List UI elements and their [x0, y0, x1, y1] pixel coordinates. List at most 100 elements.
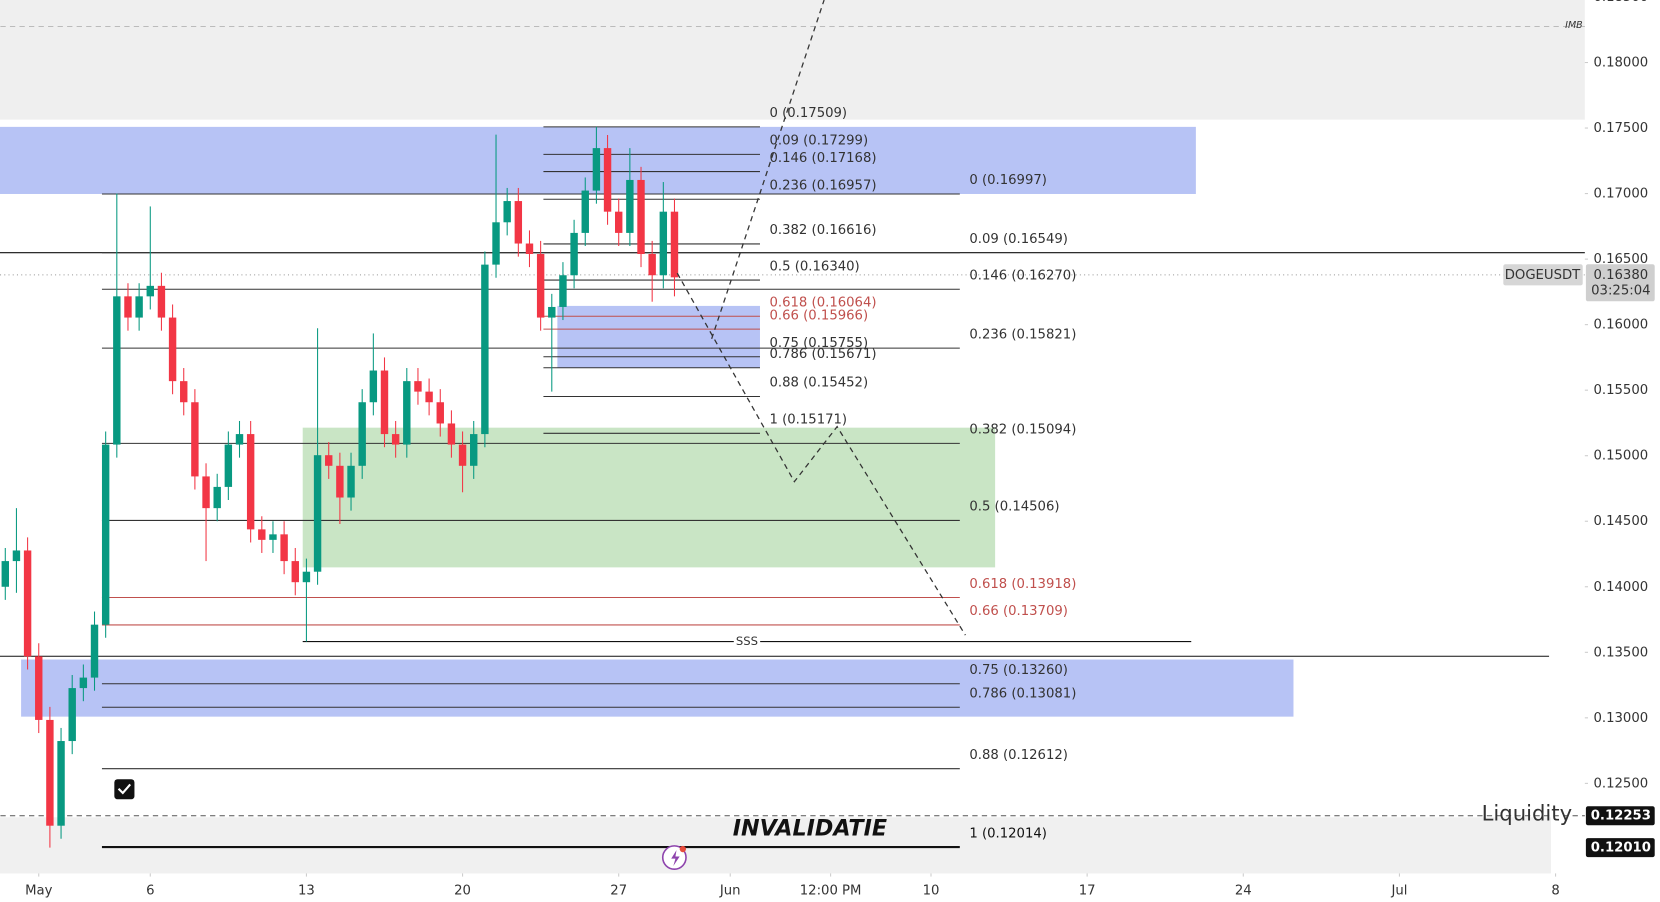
top-shade — [0, 0, 1585, 120]
fib-label: 0.236 (0.15821) — [969, 327, 1076, 342]
y-tick-label: 0.18500 — [1593, 0, 1648, 5]
price-tag-label: 0.12253 — [1591, 809, 1651, 824]
y-tick-label: 0.15000 — [1593, 449, 1648, 464]
candle-body — [514, 201, 523, 244]
candle-body — [391, 434, 400, 445]
y-tick-label: 0.12500 — [1593, 776, 1648, 791]
y-tick-label: 0.17500 — [1593, 121, 1648, 136]
candle-body — [592, 148, 601, 191]
candle-body — [336, 465, 344, 498]
annotation: INVALIDATIE — [733, 815, 887, 841]
candle-body — [68, 688, 76, 742]
candle-body — [202, 476, 210, 509]
fib-label: 0.146 (0.16270) — [969, 268, 1076, 283]
y-tick-label: 0.13500 — [1593, 645, 1648, 660]
candle-body — [35, 656, 43, 720]
y-tick-label: 0.16500 — [1593, 252, 1648, 267]
y-tick-label: 0.15500 — [1593, 383, 1648, 398]
candle-body — [246, 434, 255, 530]
price-tag — [1585, 838, 1655, 858]
candle-body — [369, 370, 378, 403]
fib-label: 0.382 (0.15094) — [969, 423, 1076, 438]
x-tick-label: 17 — [1079, 883, 1096, 898]
candle-body — [458, 444, 467, 466]
candle-body — [436, 402, 444, 424]
alert-icon[interactable] — [661, 845, 687, 870]
candle-body — [492, 222, 500, 265]
candle-body — [603, 148, 612, 212]
y-tick-label: 0.14000 — [1593, 580, 1648, 595]
level-label: Liquidity — [1482, 801, 1573, 826]
candle-body — [615, 211, 623, 233]
candle-body — [135, 296, 143, 318]
candle-body — [1, 561, 9, 587]
candle-body — [659, 211, 668, 276]
candle-body — [235, 434, 244, 445]
check-icon[interactable] — [114, 779, 135, 800]
candle-body — [503, 201, 511, 223]
candle-body — [213, 486, 221, 509]
zone — [557, 305, 760, 368]
zone — [21, 659, 1294, 717]
candle-body — [525, 243, 534, 255]
candle-body — [425, 391, 433, 403]
y-tick-label: 0.18000 — [1593, 56, 1648, 71]
candle-body — [548, 306, 556, 318]
x-tick-label: 8 — [1551, 883, 1559, 898]
candle-body — [380, 370, 389, 435]
candle-body — [280, 534, 288, 562]
fib-label: 0.66 (0.13709) — [969, 604, 1068, 619]
fib-label: 0.382 (0.16616) — [770, 223, 877, 238]
fib-label: 0.786 (0.15671) — [770, 347, 877, 362]
fib-label: 0.88 (0.12612) — [969, 748, 1068, 763]
price-tag-label: 0.12010 — [1591, 841, 1651, 856]
projection — [676, 272, 966, 636]
candle-body — [313, 455, 322, 572]
candle-body — [224, 444, 233, 487]
level-label: SSS — [736, 634, 758, 648]
x-tick-label: May — [25, 883, 53, 898]
fib-label: 0.5 (0.16340) — [770, 259, 860, 274]
fib-label: 0 (0.16997) — [969, 173, 1047, 188]
x-tick-label: Jun — [719, 883, 741, 898]
candle-body — [302, 571, 311, 583]
candle-body — [559, 275, 567, 307]
bottom-shade — [0, 817, 1551, 874]
fib-label: 0.786 (0.13081) — [969, 686, 1076, 701]
candle-body — [291, 561, 299, 583]
candle-body — [403, 381, 411, 445]
candle-body — [113, 296, 121, 445]
candle-body — [358, 402, 366, 466]
fib-label: 0.09 (0.16549) — [969, 232, 1068, 247]
y-tick-label: 0.14500 — [1593, 514, 1648, 529]
candle-body — [536, 254, 545, 318]
x-tick-label: Jul — [1390, 883, 1407, 898]
candle-body — [637, 179, 645, 255]
fib-label: 0.236 (0.16957) — [770, 178, 877, 193]
candle-body — [46, 719, 54, 826]
candle-body — [157, 285, 166, 318]
fib-label: 0.5 (0.14506) — [969, 500, 1059, 515]
fib-label: 1 (0.12014) — [969, 826, 1047, 841]
candle-body — [180, 381, 188, 403]
fib-label: 0 (0.17509) — [770, 106, 848, 121]
symbol-tag — [1503, 264, 1583, 286]
last-price-tag — [1585, 264, 1655, 302]
candle-body — [347, 465, 355, 498]
candle-body — [146, 285, 154, 297]
label-bg — [733, 634, 761, 649]
candle-body — [325, 455, 333, 466]
last-price-label: 0.16380 — [1593, 268, 1648, 283]
x-tick-label: 13 — [298, 883, 315, 898]
candle-body — [79, 677, 88, 689]
fib-label: 0.09 (0.17299) — [770, 134, 869, 149]
fib-label: 0.88 (0.15452) — [770, 376, 869, 391]
x-tick-label: 27 — [610, 883, 627, 898]
y-tick-label: 0.17000 — [1593, 187, 1648, 202]
candle-body — [101, 444, 110, 625]
plot-area — [0, 0, 1585, 849]
y-tick-label: 0.13000 — [1593, 711, 1648, 726]
candle-body — [570, 232, 578, 276]
fib-label: 0.618 (0.13918) — [969, 577, 1076, 592]
fib-label: 0.66 (0.15966) — [770, 308, 869, 323]
